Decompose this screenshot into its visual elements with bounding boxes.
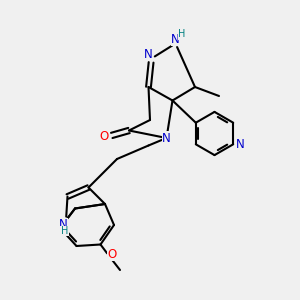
Text: H: H xyxy=(178,29,186,40)
Text: N: N xyxy=(162,131,171,145)
Text: O: O xyxy=(108,248,117,261)
Text: N: N xyxy=(236,138,244,151)
Text: N: N xyxy=(144,48,153,61)
Text: H: H xyxy=(61,226,68,236)
Text: N: N xyxy=(58,218,68,232)
Text: N: N xyxy=(171,33,180,46)
Text: O: O xyxy=(100,130,109,143)
